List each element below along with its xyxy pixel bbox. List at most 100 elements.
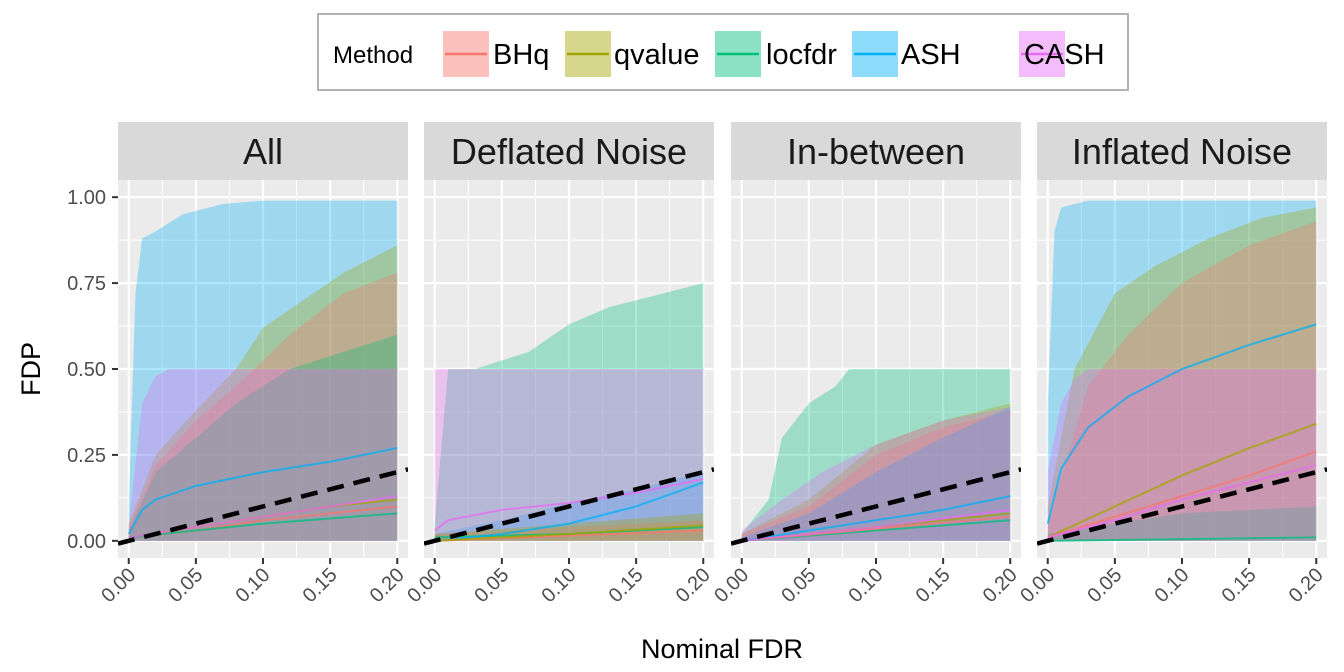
- x-tick-label: 0.20: [672, 564, 715, 607]
- legend-entry-locfdr: locfdr: [715, 31, 837, 77]
- legend-label-cash: CASH: [1024, 39, 1105, 71]
- y-tick-label: 0.50: [67, 359, 106, 381]
- mean-line-ash: [741, 495, 1011, 542]
- y-tick-label: 0.25: [67, 445, 106, 467]
- mean-line-qvalue: [1047, 423, 1317, 539]
- x-tick-label: 0.20: [1285, 564, 1328, 607]
- x-tick-label: 0.00: [403, 564, 446, 607]
- legend-box: [317, 13, 1129, 91]
- y-tick-label: 1.00: [67, 187, 106, 209]
- legend-entry-ash: ASH: [852, 31, 961, 77]
- y-axis-title: FDP: [16, 342, 46, 396]
- ribbon-ash: [741, 406, 1011, 541]
- mean-line-locfdr: [1047, 536, 1317, 542]
- ribbon-bhq: [741, 410, 1011, 541]
- strip-label-in-between: In-between: [787, 131, 965, 172]
- legend-label-qvalue: qvalue: [614, 39, 699, 71]
- mean-line-ash: [1046, 323, 1317, 524]
- ribbon-ash: [128, 200, 398, 541]
- x-tick-label: 0.05: [1083, 564, 1126, 607]
- x-tick-label: 0.15: [605, 564, 648, 607]
- x-tick-label: 0.00: [710, 564, 753, 607]
- x-tick-label: 0.10: [1150, 564, 1193, 607]
- ribbon-locfdr: [741, 369, 1011, 541]
- x-tick-label: 0.15: [299, 564, 342, 607]
- grid: [731, 180, 1021, 558]
- strip-deflated-noise: [424, 122, 714, 180]
- x-tick-label: 0.05: [470, 564, 513, 607]
- legend-entry-bhq: BHq: [443, 31, 549, 77]
- x-axis-inflated-noise: 0.00 0.05 0.10 0.15 0.20: [1016, 558, 1328, 607]
- legend-label-locfdr: locfdr: [766, 39, 837, 71]
- x-tick-label: 0.20: [366, 564, 409, 607]
- x-tick-label: 0.10: [844, 564, 887, 607]
- ribbon-cash: [434, 369, 704, 541]
- panel-deflated-noise: Deflated Noise 0.00 0.05 0.10 0.15 0.20: [403, 122, 715, 607]
- mean-line-qvalue: [434, 524, 704, 542]
- mean-line-cash: [434, 477, 704, 532]
- mean-line-ash: [127, 447, 398, 535]
- reference-line: [1037, 467, 1327, 546]
- ribbon-bhq: [128, 272, 398, 541]
- strip-in-between: [731, 122, 1021, 180]
- panel-all: All 0.00 0.05 0.10 0.15 0.20: [97, 122, 409, 607]
- grid: [1037, 180, 1327, 558]
- strip-label-deflated-noise: Deflated Noise: [451, 131, 687, 172]
- x-tick-label: 0.05: [164, 564, 207, 607]
- ribbon-qvalue: [1047, 207, 1317, 541]
- ribbon-bhq: [1047, 221, 1317, 541]
- x-axis-in-between: 0.00 0.05 0.10 0.15 0.20: [710, 558, 1022, 607]
- ribbon-qvalue: [128, 245, 398, 541]
- mean-line-locfdr: [128, 512, 398, 539]
- axes: 0.00 0.25 0.50 0.75 1.00: [67, 187, 118, 553]
- facet-panels: All 0.00 0.05 0.10 0.15 0.20 Deflated Noise 0.0…: [97, 122, 1328, 607]
- ribbon-cash: [741, 406, 1011, 541]
- mean-line-ash: [434, 481, 704, 542]
- mean-line-bhq: [1047, 450, 1317, 539]
- x-tick-label: 0.05: [777, 564, 820, 607]
- panel-content: [731, 369, 1021, 546]
- legend-entry-qvalue: qvalue: [565, 31, 699, 77]
- y-tick-label: 0.00: [67, 531, 106, 553]
- grid: [424, 180, 714, 558]
- panel-inflated-noise: Inflated Noise 0.00 0.05 0.10 0.15 0.20: [1016, 122, 1328, 607]
- mean-line-cash: [741, 508, 1011, 542]
- reference-line: [731, 467, 1021, 546]
- ribbon-qvalue: [741, 403, 1011, 541]
- legend-label-ash: ASH: [901, 39, 961, 71]
- x-tick-label: 0.15: [912, 564, 955, 607]
- grid: [118, 180, 408, 558]
- legend: Method BHq qvalue locfdr ASH CASH: [317, 13, 1129, 91]
- legend-label-bhq: BHq: [493, 39, 549, 71]
- legend-title: Method: [333, 42, 413, 69]
- x-tick-label: 0.10: [537, 564, 580, 607]
- strip-inflated-noise: [1037, 122, 1327, 180]
- panel-content: [118, 200, 408, 546]
- ribbon-locfdr: [434, 283, 704, 541]
- strip-label-inflated-noise: Inflated Noise: [1072, 131, 1292, 172]
- x-tick-label: 0.10: [231, 564, 274, 607]
- x-tick-label: 0.15: [1218, 564, 1261, 607]
- y-tick-label: 0.75: [67, 273, 106, 295]
- x-axis-deflated-noise: 0.00 0.05 0.10 0.15 0.20: [403, 558, 715, 607]
- panel-content: [1037, 200, 1327, 546]
- ribbon-cash: [1047, 369, 1317, 541]
- x-tick-label: 0.00: [97, 564, 140, 607]
- x-tick-label: 0.20: [979, 564, 1022, 607]
- ribbon-ash: [1047, 200, 1317, 541]
- strip-label-all: All: [243, 131, 283, 172]
- strip-all: [118, 122, 408, 180]
- panel-content: [424, 283, 714, 546]
- mean-line-cash: [1047, 464, 1317, 539]
- reference-line: [424, 467, 714, 546]
- panel-in-between: In-between 0.00 0.05 0.10 0.15 0.20: [710, 122, 1022, 607]
- x-axis-title: Nominal FDR: [641, 634, 803, 664]
- x-tick-label: 0.00: [1016, 564, 1059, 607]
- x-axis-all: 0.00 0.05 0.10 0.15 0.20: [97, 558, 409, 607]
- ribbon-cash: [128, 369, 398, 541]
- ribbon-locfdr: [1047, 506, 1317, 541]
- legend-entry-cash: CASH: [1019, 31, 1105, 77]
- reference-line: [118, 467, 408, 546]
